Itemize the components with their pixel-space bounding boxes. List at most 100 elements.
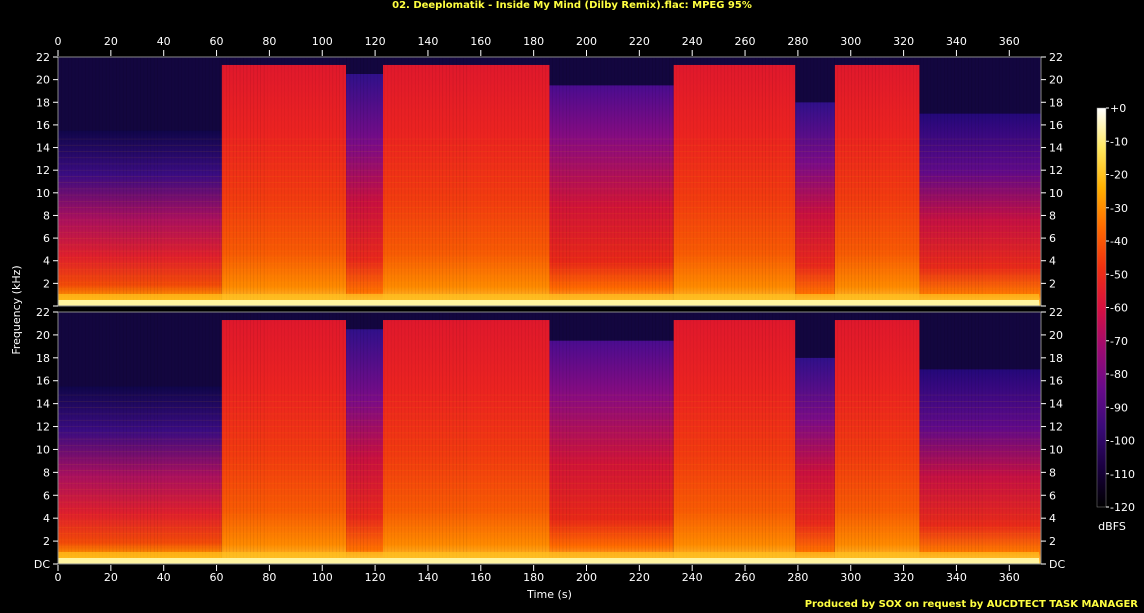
section-ch2-3	[383, 320, 550, 564]
colorbar-tick-label: -120	[1110, 501, 1135, 514]
x-tick-label-top: 60	[210, 35, 224, 48]
colorbar-tick-label: +0	[1110, 102, 1126, 115]
colorbar-tick-label: -60	[1110, 302, 1128, 315]
x-tick-label-top: 100	[312, 35, 333, 48]
colorbar-tick-label: -80	[1110, 368, 1128, 381]
x-tick-label-bottom: 160	[470, 571, 491, 584]
section-ch1-6	[795, 102, 835, 306]
x-tick-label-top: 280	[787, 35, 808, 48]
section-top-ch1-1	[221, 57, 347, 65]
section-top-ch1-8	[919, 57, 1041, 114]
section-ch1-1	[221, 64, 347, 306]
section-top-ch1-0	[58, 57, 222, 131]
y-tick-label-left: 22	[36, 306, 50, 319]
section-top-ch1-4	[549, 57, 674, 86]
colorbar-tick-label: -40	[1110, 235, 1128, 248]
y-tick-label-right: 2	[1049, 277, 1056, 290]
y-tick-label-right: 6	[1049, 489, 1056, 502]
y-tick-label-left: 20	[36, 74, 50, 87]
section-top-ch1-5	[673, 57, 796, 65]
x-tick-label-top: 260	[735, 35, 756, 48]
colorbar-label: dBFS	[1098, 520, 1126, 533]
y-tick-label-right: 16	[1049, 119, 1063, 132]
plot-frame	[57, 56, 1042, 307]
colorbar-tick-label: -20	[1110, 169, 1128, 182]
colorbar-tick-label: -100	[1110, 435, 1135, 448]
section-top-ch1-3	[383, 57, 550, 65]
spectrogram-channel-2	[57, 311, 1042, 565]
y-tick-label-left: 2	[43, 535, 50, 548]
section-ch2-8	[919, 369, 1041, 564]
x-axis-label: Time (s)	[526, 588, 572, 601]
section-top-ch2-1	[221, 312, 347, 321]
y-tick-label-right: 16	[1049, 375, 1063, 388]
colorbar-tick-label: -50	[1110, 268, 1128, 281]
y-tick-label-left: 20	[36, 329, 50, 342]
x-tick-label-top: 300	[840, 35, 861, 48]
y-tick-label-left: 6	[43, 232, 50, 245]
section-top-ch2-3	[383, 312, 550, 321]
y-tick-label-left: 16	[36, 119, 50, 132]
x-tick-label-bottom: 280	[787, 571, 808, 584]
y-tick-label-left: 8	[43, 209, 50, 222]
x-tick-label-top: 200	[576, 35, 597, 48]
axes: 0 0 20 20 40 40 60 60 80 80 100 100 120 120 140 140 160 1…	[10, 35, 1065, 601]
colorbar: +0 -10 -20 -30 -40 -50 -60 -70 -80 -90 -100 -110 -12…	[1096, 102, 1135, 533]
x-tick-label-top: 0	[55, 35, 62, 48]
y-tick-label-left: 16	[36, 375, 50, 388]
y-tick-label-right: 8	[1049, 209, 1056, 222]
section-top-ch1-2	[346, 57, 384, 74]
x-tick-label-top: 220	[629, 35, 650, 48]
y-tick-label-left: 18	[36, 96, 50, 109]
plot-frame	[57, 311, 1042, 565]
section-ch1-5	[673, 64, 796, 306]
colorbar-scale	[1096, 107, 1107, 508]
section-ch2-5	[673, 320, 796, 564]
x-tick-label-top: 20	[104, 35, 118, 48]
section-ch1-3	[383, 64, 550, 306]
x-tick-label-bottom: 60	[210, 571, 224, 584]
y-tick-label-left: 14	[36, 398, 50, 411]
section-top-ch2-7	[834, 312, 920, 321]
x-tick-label-bottom: 40	[157, 571, 171, 584]
x-tick-label-bottom: 340	[946, 571, 967, 584]
x-tick-label-bottom: 320	[893, 571, 914, 584]
x-tick-label-top: 320	[893, 35, 914, 48]
bass-band	[58, 558, 1039, 564]
y-tick-label-right: 6	[1049, 232, 1056, 245]
section-top-ch2-2	[346, 312, 384, 330]
colorbar-tick-label: -90	[1110, 401, 1128, 414]
section-top-ch2-5	[673, 312, 796, 321]
colorbar-tick-label: -30	[1110, 202, 1128, 215]
bass-band	[58, 300, 1039, 306]
colorbar-tick-label: -70	[1110, 335, 1128, 348]
y-tick-label-left: 12	[36, 421, 50, 434]
low-band	[58, 294, 1039, 300]
section-top-ch1-6	[795, 57, 835, 103]
x-tick-label-bottom: 120	[365, 571, 386, 584]
y-tick-label-right: 12	[1049, 421, 1063, 434]
y-tick-label-left: 8	[43, 466, 50, 479]
section-top-ch1-7	[834, 57, 920, 65]
x-tick-label-top: 240	[682, 35, 703, 48]
y-tick-label-right: 8	[1049, 466, 1056, 479]
spectrogram-channel-1	[57, 56, 1042, 307]
y-tick-label-right: 20	[1049, 329, 1063, 342]
colorbar-tick-label: -110	[1110, 468, 1135, 481]
section-ch2-4	[549, 340, 674, 564]
section-ch1-8	[919, 113, 1041, 306]
y-tick-label-right: 2	[1049, 535, 1056, 548]
y-tick-label-left: 2	[43, 277, 50, 290]
section-top-ch2-8	[919, 312, 1041, 370]
section-ch2-6	[795, 357, 835, 564]
section-ch2-7	[834, 320, 920, 564]
x-tick-label-bottom: 200	[576, 571, 597, 584]
x-tick-label-bottom: 80	[262, 571, 276, 584]
y-tick-label-left: 10	[36, 187, 50, 200]
y-tick-label-right: 18	[1049, 96, 1063, 109]
x-tick-label-bottom: 180	[523, 571, 544, 584]
y-tick-label-right: 4	[1049, 512, 1056, 525]
section-top-ch2-0	[58, 312, 222, 387]
section-ch2-1	[221, 320, 347, 564]
